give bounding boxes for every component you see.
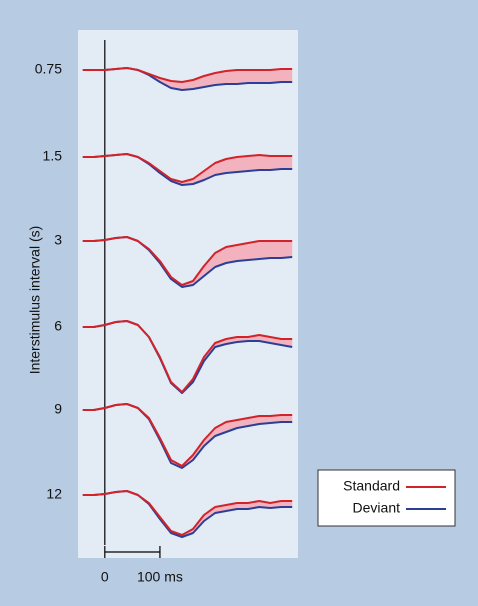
difference-fill [82,321,293,393]
difference-fill [82,154,293,185]
waveform [82,153,293,183]
waveform [82,490,293,536]
difference-fill [82,68,293,90]
y-tick-label: 3 [54,232,62,248]
y-axis-label: Interstimulus interval (s) [27,226,43,375]
y-tick-label: 0.75 [35,61,62,77]
plot-background [78,30,298,558]
y-tick-label: 9 [54,401,62,417]
legend-box [317,469,456,527]
waveform [82,67,293,83]
waveform [82,236,293,286]
legend-label: Deviant [353,500,401,516]
waveform [82,403,293,467]
difference-fill [82,237,293,287]
y-tick-label: 12 [46,486,62,502]
legend-label: Standard [343,478,400,494]
x-tick-label: 100 ms [137,569,183,585]
y-tick-label: 6 [54,318,62,334]
y-tick-label: 1.5 [43,148,63,164]
waveform [82,320,293,393]
x-tick-label: 0 [101,569,109,585]
